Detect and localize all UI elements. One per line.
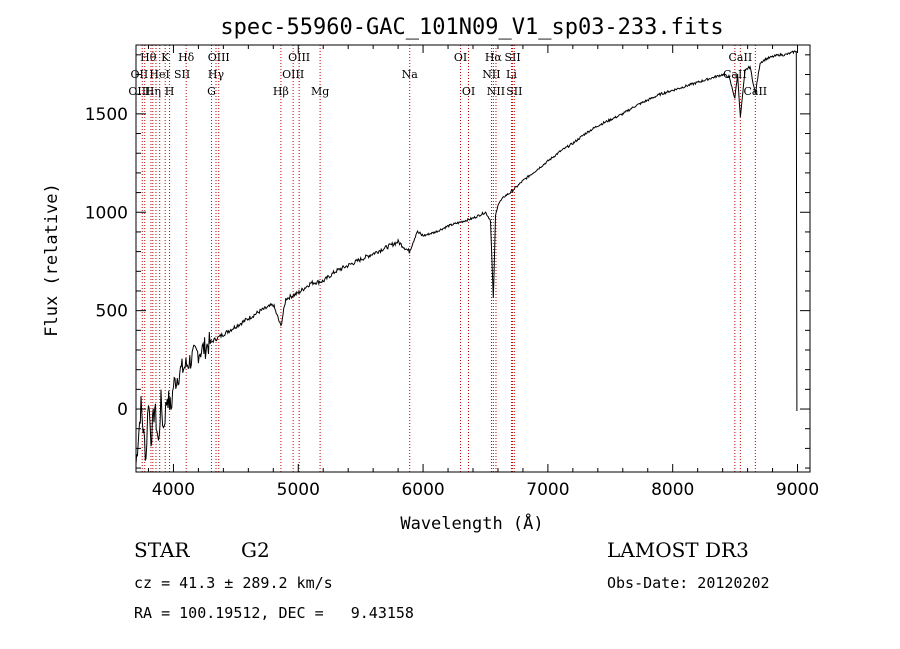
- line-label: Hδ: [178, 51, 195, 64]
- line-label: SII: [506, 85, 522, 98]
- x-tick-label: 8000: [651, 480, 694, 500]
- line-label: Li: [506, 68, 517, 81]
- x-tick-label: 4000: [152, 480, 195, 500]
- line-label: SII: [504, 51, 520, 64]
- line-label: Hθ: [140, 51, 157, 64]
- line-label: OIII: [128, 85, 150, 98]
- line-label: Mg: [311, 85, 329, 98]
- line-markers: [141, 45, 756, 472]
- x-axis: 4000 5000 6000 7000 8000 9000: [147, 45, 819, 500]
- plot-frame: [135, 44, 811, 473]
- line-label: OIII: [208, 51, 230, 64]
- chart-title: spec-55960-GAC_101N09_V1_sp03-233.fits: [220, 15, 723, 40]
- obs-date: Obs-Date: 20120202: [607, 574, 770, 592]
- line-label: OI: [462, 85, 475, 98]
- spectrum-series: [135, 50, 798, 465]
- line-label: OIII: [288, 51, 310, 64]
- x-axis-label: Wavelength (Å): [400, 512, 543, 534]
- line-label: Hβ: [273, 85, 289, 98]
- line-label: G: [207, 85, 216, 98]
- line-label: Hγ: [208, 68, 225, 81]
- spectrum-line: [135, 50, 798, 465]
- survey-name: LAMOST DR3: [607, 538, 749, 562]
- line-label: Hα: [485, 51, 503, 64]
- y-tick-label: 1500: [85, 105, 128, 125]
- line-label: CaII: [729, 51, 753, 64]
- x-tick-label: 5000: [277, 480, 320, 500]
- redshift-readout: cz = 41.3 ± 289.2 km/s: [134, 574, 333, 592]
- line-label: NII: [487, 85, 505, 98]
- x-tick-label: 9000: [776, 480, 819, 500]
- y-tick-label: 500: [96, 302, 128, 322]
- line-label: HeI: [149, 68, 169, 81]
- y-tick-label: 0: [117, 400, 128, 420]
- line-label: Na: [402, 68, 419, 81]
- y-axis-label: Flux (relative): [42, 183, 62, 337]
- subclass: G2: [241, 538, 270, 562]
- y-axis: 0 500 1000 1500: [85, 54, 810, 469]
- y-tick-label: 1000: [85, 203, 128, 223]
- x-tick-label: 7000: [526, 480, 569, 500]
- line-label: OI: [454, 51, 467, 64]
- line-label: K: [161, 51, 170, 64]
- line-label: OIII: [282, 68, 304, 81]
- line-label: Hη: [145, 85, 161, 98]
- line-label: H: [165, 85, 175, 98]
- line-label: CaII: [723, 68, 747, 81]
- line-label: SII: [174, 68, 190, 81]
- line-label: NII: [482, 68, 500, 81]
- coordinates: RA = 100.19512, DEC = 9.43158: [134, 604, 414, 622]
- object-class: STAR: [134, 538, 190, 562]
- x-tick-label: 6000: [401, 480, 444, 500]
